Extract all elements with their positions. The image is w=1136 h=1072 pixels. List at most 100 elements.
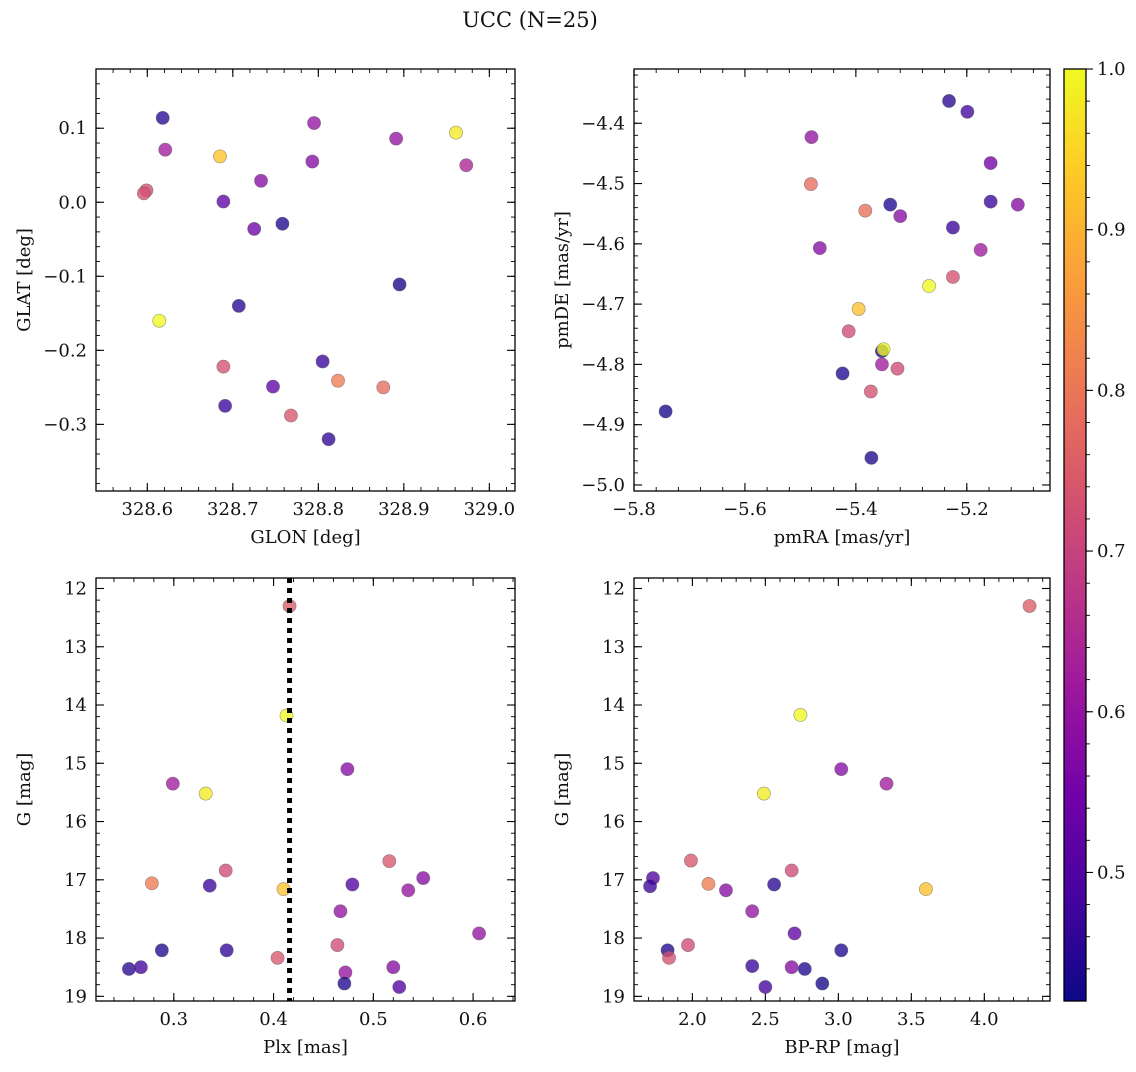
x-tick-label: 0.5 [359, 1009, 388, 1030]
data-point [155, 110, 170, 125]
panel-parallax-magnitude: 0.3 0.4 0.5 0.6 12 13 14 15 16 17 18 19 Plx [mas] G [… [14, 577, 516, 1058]
y-tick-label: 18 [602, 928, 625, 949]
colorbar-tick-label: 0.7 [1097, 541, 1126, 562]
panel-frame [633, 577, 1051, 1002]
x-axis-label: Plx [mas] [263, 1037, 348, 1058]
data-point [946, 220, 960, 235]
data-point [216, 194, 231, 209]
data-point [158, 142, 173, 157]
y-axis-label: pmDE [mas/yr] [552, 211, 573, 349]
y-tick-label: 19 [602, 986, 625, 1007]
data-point [307, 116, 321, 130]
x-tick-label: 0.4 [259, 1009, 288, 1030]
data-point [804, 130, 819, 145]
x-tick-label: 3.0 [824, 1009, 853, 1030]
scatter-points [643, 599, 1037, 994]
y-tick-label: 17 [602, 870, 625, 891]
data-point [152, 313, 167, 328]
data-point [784, 863, 799, 878]
data-point [449, 125, 463, 140]
data-point [834, 943, 849, 958]
data-point [841, 324, 856, 339]
data-point [858, 203, 873, 218]
data-point [876, 342, 891, 357]
data-point [254, 173, 268, 188]
data-point [472, 926, 486, 941]
data-point [681, 938, 695, 952]
data-point [960, 104, 975, 119]
data-point [797, 962, 812, 976]
data-point [804, 177, 818, 192]
data-point [202, 878, 217, 893]
colorbar-tick-label: 0.6 [1097, 702, 1126, 723]
data-point [416, 871, 431, 885]
scatter-points [136, 110, 474, 447]
data-point [218, 863, 233, 878]
data-point [136, 186, 151, 201]
y-tick-label: 16 [64, 812, 87, 833]
y-tick-label: 17 [64, 870, 87, 891]
data-point [1010, 197, 1025, 212]
data-point [122, 962, 136, 976]
data-point [144, 876, 159, 891]
data-point [218, 398, 233, 413]
data-point [154, 943, 169, 958]
scatter-points [122, 599, 486, 994]
data-point [198, 786, 213, 801]
data-point [684, 853, 698, 868]
data-point [890, 361, 905, 376]
data-point [392, 277, 407, 292]
x-tick-label: −5.2 [945, 499, 989, 520]
y-tick-label: 12 [602, 578, 625, 599]
data-point [247, 222, 262, 236]
data-point [459, 158, 474, 173]
data-point [893, 209, 908, 223]
x-tick-label: −5.8 [612, 499, 656, 520]
x-axis-label: GLON [deg] [250, 527, 360, 548]
y-tick-label: −0.1 [43, 266, 87, 287]
y-tick-label: 14 [64, 695, 87, 716]
colorbar-gradient [1063, 68, 1087, 1002]
x-tick-label: 2.0 [678, 1009, 707, 1030]
x-tick-label: −5.6 [723, 499, 767, 520]
data-point [305, 154, 320, 169]
data-point [919, 882, 933, 897]
data-point [745, 959, 760, 973]
data-point [973, 242, 988, 257]
data-point [946, 270, 960, 284]
data-point [942, 94, 956, 108]
x-tick-label: −5.4 [834, 499, 878, 520]
panel-frame [95, 68, 516, 492]
colorbar-tick-label: 1.0 [1097, 59, 1126, 80]
scatter-points [658, 94, 1025, 465]
x-tick-label: 328.8 [293, 499, 345, 520]
data-point [216, 359, 231, 374]
data-point [213, 149, 227, 164]
data-point [266, 379, 280, 394]
panel-proper-motion: −5.8 −5.6 −5.4 −5.2 −4.4 −4.5 −4.6 −4.7 −4.8 −4.9… [552, 68, 1051, 548]
data-point [643, 879, 657, 894]
y-tick-label: −4.6 [581, 234, 625, 255]
x-tick-label: 2.5 [751, 1009, 780, 1030]
y-tick-label: 13 [64, 637, 87, 658]
panel-frame [95, 577, 516, 1002]
x-tick-label: 0.3 [159, 1009, 188, 1030]
data-point [284, 408, 298, 423]
data-point [337, 976, 352, 991]
data-point [745, 904, 760, 919]
data-point [863, 384, 878, 399]
data-point [270, 950, 285, 965]
data-point [662, 950, 676, 965]
y-tick-label: 15 [64, 753, 87, 774]
colorbar: 0.5 0.6 0.7 0.8 0.9 1.0 [1063, 59, 1126, 1002]
x-tick-label: 328.9 [378, 499, 430, 520]
data-point [922, 279, 936, 293]
data-point [133, 960, 148, 975]
data-point [389, 131, 404, 146]
x-tick-label: 4.0 [970, 1009, 999, 1030]
y-axis-label: G [mag] [552, 753, 573, 826]
data-point [812, 241, 827, 255]
data-point [701, 876, 716, 891]
y-tick-label: 15 [602, 753, 625, 774]
